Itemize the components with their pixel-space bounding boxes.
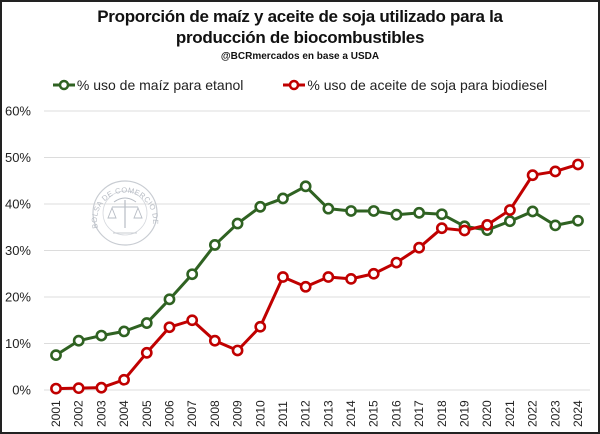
data-point [345, 272, 357, 285]
data-point [72, 334, 85, 347]
y-tick-label: 50% [5, 150, 31, 165]
data-point [163, 293, 176, 306]
data-point [322, 202, 335, 215]
data-point [50, 382, 62, 395]
data-point [572, 158, 584, 171]
data-point [277, 271, 289, 283]
data-point [186, 268, 199, 281]
x-tick-label: 2009 [231, 400, 245, 427]
data-point [140, 317, 153, 329]
x-tick-label: 2006 [162, 400, 176, 427]
chart-subtitle: @BCRmercados en base a USDA [220, 51, 380, 62]
series-maiz [50, 180, 584, 362]
y-tick-label: 0% [12, 383, 31, 398]
x-tick-label: 2012 [299, 400, 313, 427]
y-tick-label: 20% [5, 290, 31, 305]
data-point [526, 205, 539, 218]
y-tick-label: 40% [5, 197, 31, 212]
data-point [208, 239, 221, 251]
y-tick-label: 10% [5, 336, 31, 351]
x-tick-label: 2007 [185, 400, 199, 427]
chart-title: Proporción de maíz y aceite de soja util… [0, 6, 600, 48]
legend-item-maiz: % uso de maíz para etanol [52, 77, 244, 93]
data-point [367, 205, 380, 217]
x-tick-label: 2024 [571, 400, 585, 427]
legend-label-maiz: % uso de maíz para etanol [76, 77, 244, 93]
gridlines [44, 110, 590, 391]
legend: % uso de maíz para etanol % uso de aceit… [0, 77, 600, 93]
legend-label-soja: % uso de aceite de soja para biodiesel [307, 77, 548, 93]
data-point [458, 224, 471, 237]
data-point [322, 271, 335, 283]
x-axis-ticks: 2001 2002 2003 2004 2005 2006 2007 2008 2009 2010… [49, 400, 585, 427]
x-tick-label: 2021 [503, 400, 517, 427]
data-point [118, 325, 130, 338]
x-tick-label: 2017 [412, 400, 426, 427]
chart-title-line1: Proporción de maíz y aceite de soja util… [97, 7, 503, 26]
data-point [367, 267, 380, 280]
data-point [572, 214, 584, 227]
data-point [231, 344, 244, 357]
y-axis-ticks: 0% 10% 20% 30% 40% 50% 60% [5, 104, 31, 398]
chart-title-line2: producción de biocombustibles [175, 28, 425, 47]
data-point [277, 192, 289, 205]
data-point [95, 329, 108, 342]
data-point [95, 381, 108, 394]
x-tick-label: 2002 [72, 400, 86, 427]
data-point [254, 320, 267, 333]
y-tick-label: 60% [5, 104, 31, 119]
x-tick-label: 2022 [526, 400, 540, 427]
y-tick-label: 30% [5, 243, 31, 258]
data-point [435, 222, 448, 235]
series-lines [50, 158, 584, 395]
data-point [390, 208, 403, 221]
x-tick-label: 2018 [435, 400, 449, 427]
data-point [254, 200, 267, 213]
data-point [413, 241, 426, 254]
data-point [231, 217, 244, 230]
data-point [526, 169, 539, 182]
data-point [186, 314, 199, 327]
data-point [549, 219, 562, 232]
data-point [299, 180, 312, 193]
data-point [163, 321, 176, 334]
x-tick-label: 2005 [140, 400, 154, 427]
data-point [504, 204, 516, 216]
data-point [118, 373, 130, 386]
x-tick-label: 2011 [276, 401, 290, 427]
legend-item-soja: % uso de aceite de soja para biodiesel [283, 77, 547, 93]
data-point [345, 205, 357, 217]
x-tick-label: 2019 [458, 400, 472, 427]
data-point [504, 215, 516, 228]
x-tick-label: 2014 [344, 400, 358, 427]
data-point [208, 334, 221, 347]
data-point [390, 256, 403, 269]
data-point [481, 219, 494, 231]
x-tick-label: 2008 [208, 400, 222, 427]
data-point [435, 208, 448, 221]
series-line [55, 184, 579, 357]
data-point [50, 349, 62, 362]
x-tick-label: 2003 [94, 400, 108, 427]
data-point [140, 346, 153, 359]
legend-marker-maiz-icon [52, 79, 75, 91]
data-point [413, 206, 426, 219]
x-tick-label: 2020 [480, 400, 494, 427]
x-tick-label: 2015 [367, 400, 381, 427]
x-tick-label: 2001 [49, 400, 63, 427]
x-tick-label: 2004 [117, 400, 131, 427]
x-tick-label: 2016 [389, 400, 403, 427]
series-soja [50, 158, 584, 395]
data-point [72, 382, 85, 395]
x-tick-label: 2010 [253, 400, 267, 427]
x-tick-label: 2013 [321, 400, 335, 427]
x-tick-label: 2023 [548, 400, 562, 427]
data-point [299, 280, 312, 293]
legend-marker-soja-icon [283, 79, 306, 91]
data-point [549, 165, 562, 178]
